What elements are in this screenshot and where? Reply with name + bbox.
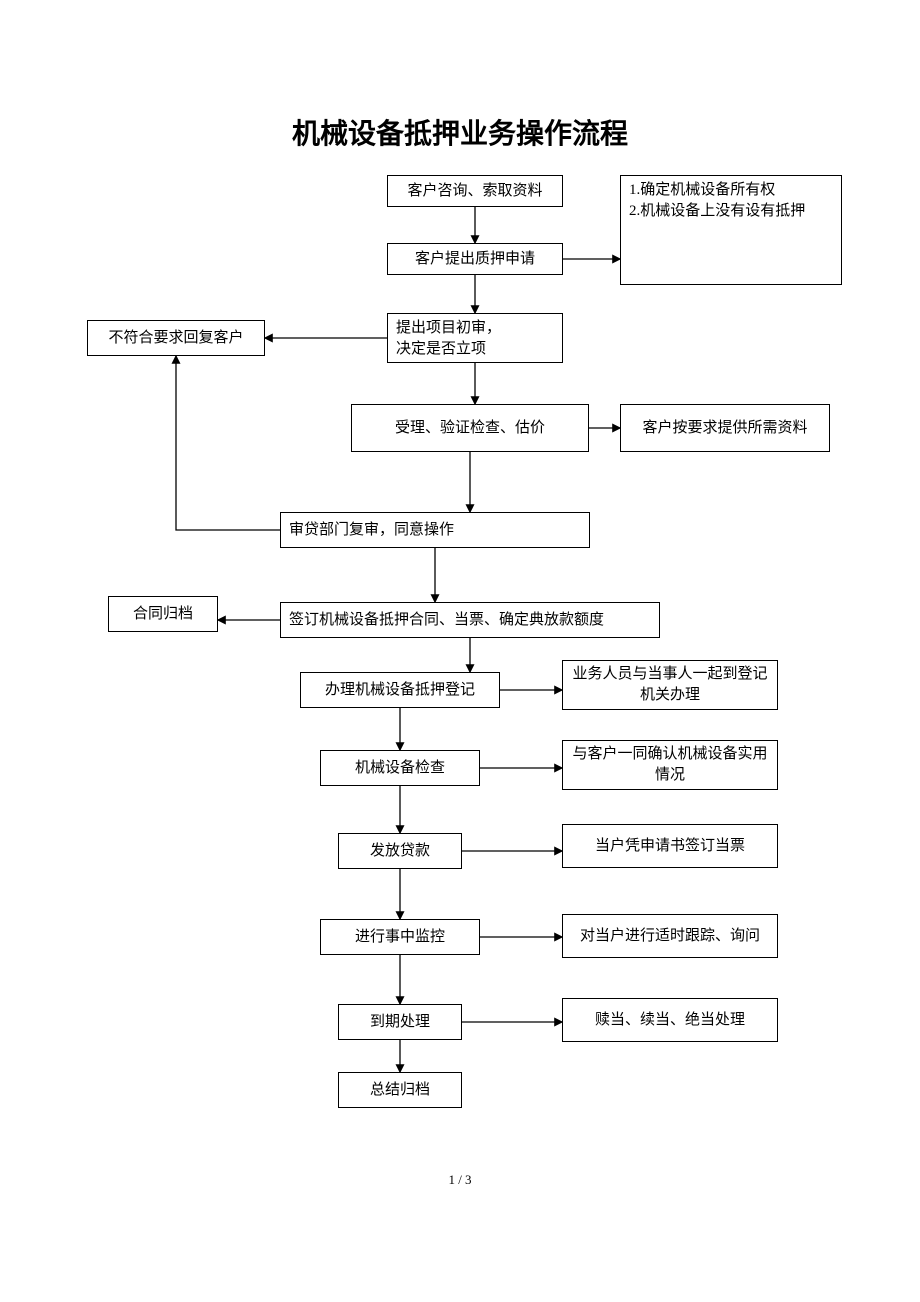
- flow-node-r1: 不符合要求回复客户: [87, 320, 265, 356]
- flow-node-n7: 办理机械设备抵押登记: [300, 672, 500, 708]
- flow-node-n10: 进行事中监控: [320, 919, 480, 955]
- flow-node-n1: 客户咨询、索取资料: [387, 175, 563, 207]
- flow-node-s4: 客户按要求提供所需资料: [620, 404, 830, 452]
- flow-node-n4: 受理、验证检查、估价: [351, 404, 589, 452]
- flow-node-s1: 1.确定机械设备所有权2.机械设备上没有设有抵押: [620, 175, 842, 285]
- flow-node-n3: 提出项目初审，决定是否立项: [387, 313, 563, 363]
- flow-node-n8: 机械设备检查: [320, 750, 480, 786]
- flow-node-n9: 发放贷款: [338, 833, 462, 869]
- flow-node-n2: 客户提出质押申请: [387, 243, 563, 275]
- flow-node-s10: 对当户进行适时跟踪、询问: [562, 914, 778, 958]
- flow-node-n5: 审贷部门复审，同意操作: [280, 512, 590, 548]
- page-number: 1 / 3: [0, 1172, 920, 1188]
- flow-node-s7: 业务人员与当事人一起到登记机关办理: [562, 660, 778, 710]
- flow-node-l6: 合同归档: [108, 596, 218, 632]
- flow-node-n11: 到期处理: [338, 1004, 462, 1040]
- page-title: 机械设备抵押业务操作流程: [0, 112, 920, 152]
- flow-node-s8: 与客户一同确认机械设备实用情况: [562, 740, 778, 790]
- flow-node-s9: 当户凭申请书签订当票: [562, 824, 778, 868]
- flow-node-s11: 赎当、续当、绝当处理: [562, 998, 778, 1042]
- flow-node-n6: 签订机械设备抵押合同、当票、确定典放款额度: [280, 602, 660, 638]
- flow-node-n12: 总结归档: [338, 1072, 462, 1108]
